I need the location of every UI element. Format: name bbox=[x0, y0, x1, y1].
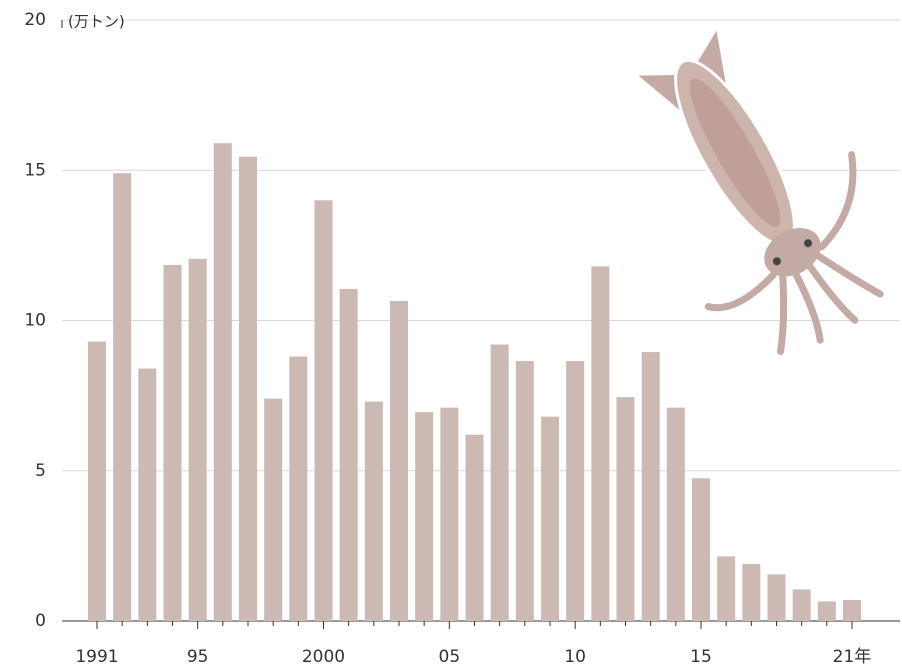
bar bbox=[617, 397, 635, 621]
bar bbox=[717, 556, 735, 621]
bar bbox=[113, 173, 131, 621]
bar bbox=[742, 564, 760, 621]
bar bbox=[642, 352, 660, 621]
x-tick-label: 2000 bbox=[302, 647, 345, 667]
chart: 05101520199195200005101521年 (万トン) bbox=[0, 0, 902, 670]
bar bbox=[692, 478, 710, 621]
bar bbox=[365, 402, 383, 621]
y-tick-label: 5 bbox=[35, 461, 46, 481]
bar bbox=[516, 361, 534, 621]
bar bbox=[189, 259, 207, 621]
x-tick-label: 05 bbox=[439, 647, 461, 667]
bar bbox=[491, 345, 509, 621]
bar bbox=[315, 200, 333, 621]
x-tick-label: 95 bbox=[187, 647, 209, 667]
bar bbox=[566, 361, 584, 621]
y-tick-label: 10 bbox=[24, 311, 46, 331]
y-tick-label: 15 bbox=[24, 160, 46, 180]
squid-illustration bbox=[591, 3, 902, 380]
x-tick-label: 21年 bbox=[833, 647, 872, 667]
bar bbox=[340, 289, 358, 621]
bar bbox=[138, 369, 156, 621]
bar bbox=[818, 601, 836, 621]
unit-label: (万トン) bbox=[68, 13, 125, 31]
y-tick-label: 0 bbox=[35, 611, 46, 631]
bar bbox=[843, 600, 861, 621]
bar bbox=[768, 574, 786, 621]
bar bbox=[214, 143, 232, 621]
bar bbox=[466, 435, 484, 621]
bar bbox=[164, 265, 182, 621]
bar bbox=[591, 266, 609, 621]
bar bbox=[289, 357, 307, 621]
x-tick-label: 10 bbox=[564, 647, 586, 667]
bar bbox=[541, 417, 559, 621]
y-tick-label: 20 bbox=[24, 10, 46, 30]
x-tick-label: 1991 bbox=[75, 647, 118, 667]
bar bbox=[264, 399, 282, 621]
bar bbox=[88, 342, 106, 621]
bar bbox=[440, 408, 458, 621]
bar bbox=[390, 301, 408, 621]
bar bbox=[415, 412, 433, 621]
bar bbox=[667, 408, 685, 621]
bar bbox=[239, 157, 257, 621]
x-tick-label: 15 bbox=[690, 647, 712, 667]
bar bbox=[793, 589, 811, 621]
